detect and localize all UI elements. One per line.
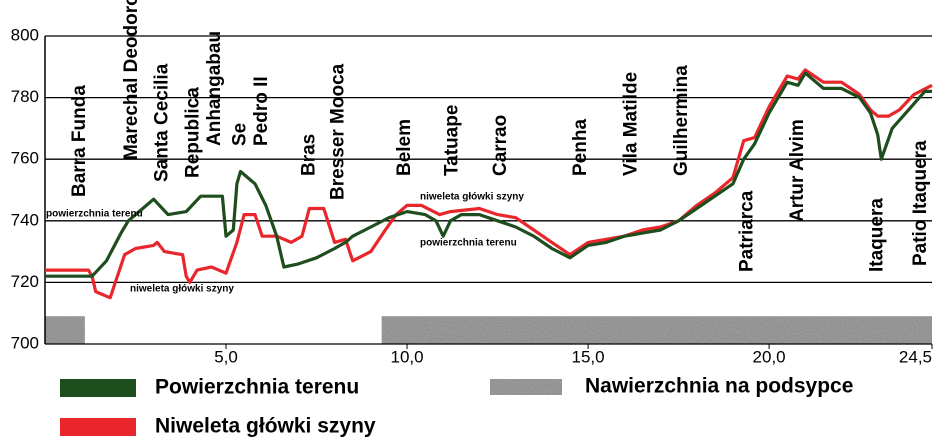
ballast-region: [45, 316, 85, 344]
station-label: Bresser Mooca: [327, 63, 348, 200]
y-tick-label: 760: [11, 149, 39, 168]
y-tick-label: 740: [11, 210, 39, 229]
station-label: Marechal Deodoro: [121, 0, 142, 160]
y-tick-label: 780: [11, 87, 39, 106]
station-label: Santa Cecilia: [152, 63, 173, 182]
legend-swatch: [490, 379, 562, 395]
legend-label: Nawierzchnia na podsypce: [585, 375, 853, 398]
station-label: Bras: [298, 134, 319, 176]
station-label: Carrao: [490, 115, 511, 176]
legend-label: Powierzchnia terenu: [155, 376, 359, 399]
annotation: niweleta główki szyny: [420, 192, 524, 203]
x-tick-label: 20,0: [753, 347, 786, 366]
station-label: Republica: [182, 87, 203, 178]
station-label: Se: [230, 123, 251, 146]
legend-swatch: [60, 418, 136, 436]
y-tick-label: 700: [11, 333, 39, 352]
page: {"chart_data": {"type": "profile", "xlim…: [0, 0, 946, 440]
station-label: Tatuape: [441, 105, 462, 176]
ballast-region: [382, 316, 932, 344]
legend-label: Niweleta główki szyny: [155, 415, 376, 438]
y-tick-label: 800: [11, 25, 39, 44]
annotation: powierzchnia terenu: [420, 238, 517, 249]
x-tick-label: 24,5: [899, 347, 932, 366]
station-label: Patriarca: [736, 190, 757, 272]
station-label: Artur Alvim: [787, 119, 808, 222]
x-tick-label: 5,0: [214, 347, 238, 366]
station-label: Anhangabau: [204, 31, 225, 146]
annotation: powierzchnia terenu: [46, 209, 143, 220]
chart: 700 720 740 760 780 800 5,0 10,0 15,0 20,0 24,5 Bar…: [0, 0, 946, 440]
station-label: Guilhermina: [671, 65, 692, 176]
station-label: Pedro II: [251, 76, 272, 146]
station-label: Vila Matilde: [621, 72, 642, 176]
station-label: Patio Itaquera: [910, 140, 931, 266]
station-label: Penha: [570, 119, 591, 176]
x-tick-label: 15,0: [572, 347, 605, 366]
x-tick-label: 10,0: [390, 347, 423, 366]
y-tick-label: 720: [11, 272, 39, 291]
station-label: Itaquera: [867, 198, 888, 272]
station-label: Barra Funda: [69, 85, 90, 197]
station-label: Belem: [394, 119, 415, 176]
legend-swatch: [60, 379, 136, 397]
annotation: niweleta główki szyny: [130, 284, 234, 295]
